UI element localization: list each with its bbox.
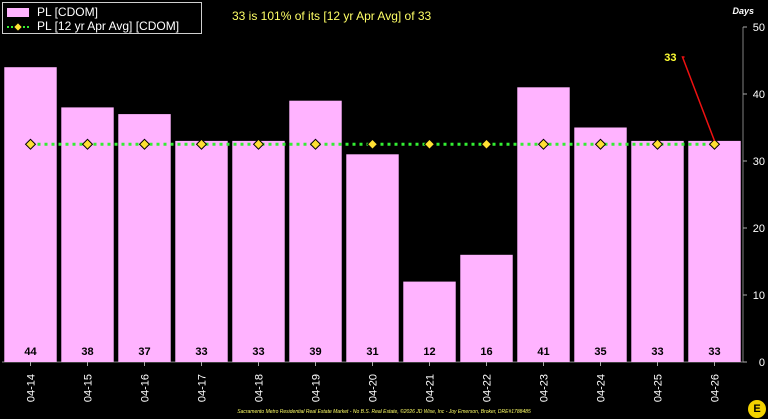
- x-tick-label: 04-14: [26, 374, 38, 402]
- x-tick-label: 04-21: [425, 374, 437, 402]
- bar: [631, 140, 684, 362]
- x-tick-label: 04-16: [140, 374, 152, 402]
- y-axis-unit-label: Days: [732, 6, 754, 16]
- bar: [118, 114, 171, 362]
- bar-value-label: 33: [195, 346, 207, 358]
- bar: [517, 87, 570, 363]
- average-marker: [480, 138, 493, 150]
- bar-value-label: 33: [708, 346, 720, 358]
- average-marker: [252, 138, 265, 150]
- footer-credits: Sacramento Metro Residential Real Estate…: [237, 409, 531, 415]
- brand-logo-icon: E: [748, 400, 766, 418]
- bar-value-label: 33: [651, 346, 663, 358]
- bar-value-label: 31: [366, 346, 378, 358]
- bar-value-label: 33: [252, 346, 264, 358]
- legend-bar-swatch: [7, 7, 29, 17]
- bar: [232, 140, 285, 362]
- x-tick-label: 04-22: [482, 374, 494, 402]
- legend-item-bars: PL [CDOM]: [7, 5, 98, 19]
- y-tick-label: 40: [753, 89, 765, 101]
- y-tick-label: 30: [753, 156, 765, 168]
- y-tick-label: 20: [753, 223, 765, 235]
- x-tick-label: 04-18: [254, 374, 266, 402]
- bar-value-label: 16: [480, 346, 492, 358]
- callout-connector: [681, 56, 716, 142]
- average-marker: [195, 138, 208, 150]
- legend-line-swatch: [7, 21, 29, 32]
- bar-value-label: 44: [24, 346, 37, 358]
- callout-label: 33: [664, 52, 676, 64]
- average-marker: [537, 138, 550, 150]
- bar: [688, 140, 741, 362]
- legend: PL [CDOM] PL [12 yr Apr Avg] [CDOM]: [2, 2, 202, 34]
- x-tick-label: 04-23: [539, 374, 551, 402]
- bar: [403, 281, 456, 362]
- average-marker: [309, 138, 322, 150]
- bar: [346, 154, 399, 362]
- y-tick-label: 10: [753, 290, 765, 302]
- x-tick-label: 04-26: [710, 374, 722, 402]
- legend-line-label: PL [12 yr Apr Avg] [CDOM]: [37, 19, 180, 33]
- average-marker: [594, 138, 607, 150]
- average-marker: [24, 138, 37, 150]
- bar: [574, 127, 627, 362]
- average-marker: [708, 138, 721, 150]
- y-tick-label: 0: [759, 357, 765, 369]
- x-tick-label: 04-25: [653, 374, 665, 402]
- bar: [175, 140, 228, 362]
- bar-value-label: 12: [423, 346, 435, 358]
- average-marker: [366, 138, 379, 150]
- bar-value-label: 39: [309, 346, 321, 358]
- bar: [460, 254, 513, 362]
- x-tick-label: 04-17: [197, 374, 209, 402]
- x-tick-label: 04-15: [83, 374, 95, 402]
- bar: [4, 67, 57, 362]
- average-marker: [423, 138, 436, 150]
- x-tick-label: 04-24: [596, 374, 608, 402]
- bar-value-label: 38: [81, 346, 93, 358]
- chart-headline: 33 is 101% of its [12 yr Apr Avg] of 33: [232, 9, 432, 23]
- bar-value-label: 41: [537, 346, 549, 358]
- legend-item-average: PL [12 yr Apr Avg] [CDOM]: [7, 19, 179, 33]
- x-tick-label: 04-20: [368, 374, 380, 402]
- legend-bar-label: PL [CDOM]: [37, 5, 98, 19]
- average-marker: [81, 138, 94, 150]
- bar-value-label: 37: [138, 346, 150, 358]
- legend-line-icon: [7, 22, 29, 32]
- y-tick-label: 50: [753, 22, 765, 34]
- bar-value-label: 35: [594, 346, 606, 358]
- average-marker: [651, 138, 664, 150]
- x-tick-label: 04-19: [311, 374, 323, 402]
- average-marker: [138, 138, 151, 150]
